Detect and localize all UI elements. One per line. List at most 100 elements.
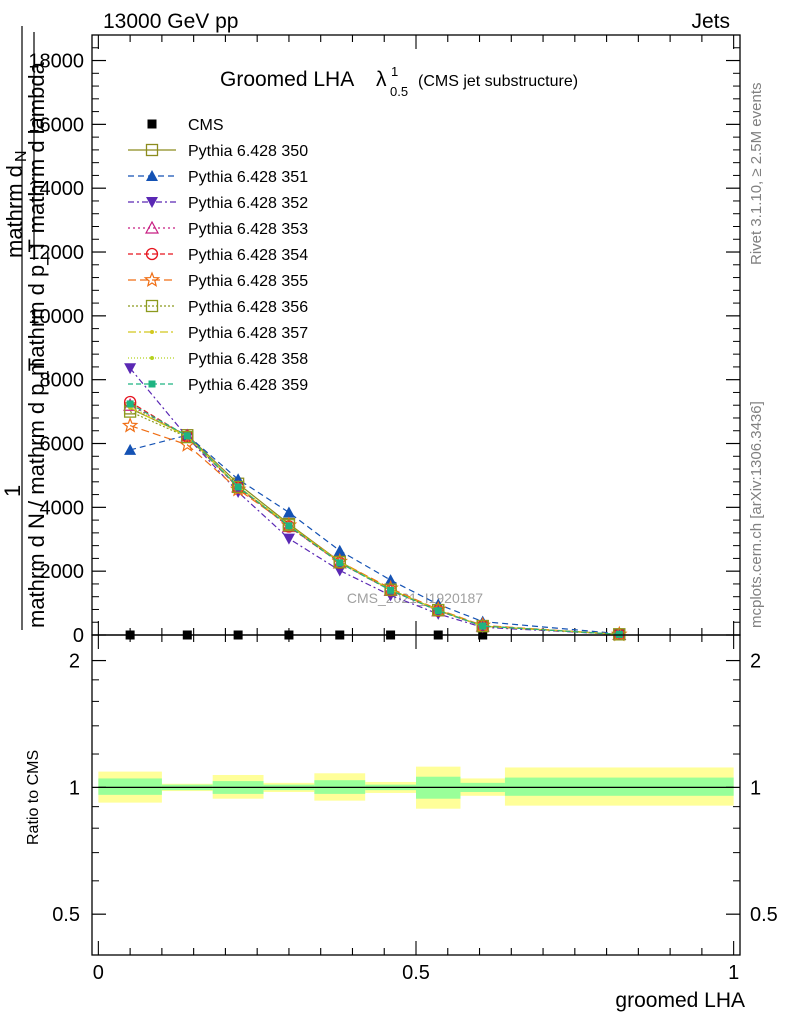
legend-label: CMS [188,117,224,134]
legend-label: Pythia 6.428 351 [188,169,308,186]
ylabel-bottom: mathrm d N / mathrm d p_T [24,358,49,628]
legend-marker [146,197,158,208]
legend-label: Pythia 6.428 358 [188,351,308,368]
legend-marker [150,356,154,360]
title-subscript: 0.5 [390,84,408,99]
legend-item-pythia-6-428-355: Pythia 6.428 355 [128,271,308,290]
legend-item-cms: CMS [147,117,224,134]
ratio-y-tick-label: 1 [69,777,80,799]
data-point [183,432,191,440]
legend-item-pythia-6-428-352: Pythia 6.428 352 [128,195,308,212]
legend-item-pythia-6-428-350: Pythia 6.428 350 [128,143,308,160]
main-y-tick-label: 12000 [28,242,84,264]
data-point [234,483,242,491]
ratio-y-axis: 0.5 0.5 1 1 2 2 [52,651,778,927]
ratio-band-green [98,778,162,795]
legend-item-pythia-6-428-359: Pythia 6.428 359 [128,377,308,394]
main-y-tick-label: 16000 [28,114,84,136]
analysis-watermark: CMS_2021_I1920187 [347,590,483,606]
legend-item-pythia-6-428-351: Pythia 6.428 351 [128,169,308,186]
main-y-tick-label: 10000 [28,306,84,328]
ratio-y-label: Ratio to CMS [25,750,42,845]
series-line [129,367,620,635]
legend-label: Pythia 6.428 353 [188,221,308,238]
data-point [384,574,397,586]
legend-item-pythia-6-428-353: Pythia 6.428 353 [128,220,308,238]
legend-item-pythia-6-428-356: Pythia 6.428 356 [128,299,308,316]
main-y-tick-label: 8000 [40,370,85,392]
x-tick-label: 1 [728,962,739,984]
x-axis-label: groomed LHA [615,989,745,1012]
legend-marker [148,380,156,388]
legend-item-pythia-6-428-354: Pythia 6.428 354 [128,247,308,264]
legend-label: Pythia 6.428 357 [188,325,308,342]
main-y-tick-label: 6000 [40,434,85,456]
main-y-tick-label: 2000 [40,561,85,583]
data-point [282,533,295,545]
data-point [181,430,194,444]
legend-marker [150,330,154,334]
legend-marker [144,220,160,234]
legend-item-pythia-6-428-357: Pythia 6.428 357 [128,325,308,342]
legend-label: Pythia 6.428 355 [188,273,308,290]
header-energy-label: 13000 GeV pp [103,10,238,33]
data-point [336,559,344,567]
legend-label: Pythia 6.428 354 [188,247,308,264]
title-main: Groomed LHA [220,68,354,91]
main-series-layer [121,363,628,642]
legend: CMS Pythia 6.428 350 Pythia 6.428 351 Pythi… [128,117,308,394]
data-point [479,622,487,630]
ratio-y-tick-label-right: 0.5 [750,904,778,926]
series-pythia-6-428-355 [121,416,628,642]
title-lambda: λ [376,68,387,91]
main-x-ticks [97,35,735,635]
data-point [387,586,395,594]
data-point [432,603,445,617]
plot-title: Groomed LHA λ 1 0.5 (CMS jet substructur… [220,64,578,99]
ratio-bands [98,766,734,809]
mcplots-label: mcplots.cern.ch [arXiv:1306.3436] [748,401,765,628]
data-point [434,607,442,615]
data-point [333,544,346,556]
data-point [282,519,296,532]
data-point [126,400,134,408]
data-point [124,443,137,455]
ratio-y-tick-label-right: 2 [750,651,761,673]
ylabel-one: 1 [0,485,25,497]
x-tick-label: 0.5 [402,962,430,984]
data-point [285,522,293,530]
legend-marker [145,143,159,157]
ylabel-top-denominator: mathrm d p_T mathrm d lambda [24,61,49,376]
data-point [121,416,139,433]
legend-marker [146,170,158,181]
legend-label: Pythia 6.428 352 [188,195,308,212]
ratio-y-tick-label: 0.5 [52,904,80,926]
legend-marker [143,271,161,288]
data-point [231,480,245,494]
main-y-tick-label: 0 [73,625,84,647]
title-superscript: 1 [391,64,398,79]
header-jets-label: Jets [691,10,730,33]
data-point [384,583,397,596]
title-extra: (CMS jet substructure) [418,73,578,90]
main-y-tick-label: 4000 [40,497,85,519]
main-y-tick-label: 14000 [28,178,84,200]
main-y-tick-label: 18000 [28,51,84,73]
data-point [124,363,137,375]
data-point [282,506,295,518]
legend-item-pythia-6-428-358: Pythia 6.428 358 [128,351,308,368]
legend-marker [147,119,157,129]
legend-label: Pythia 6.428 359 [188,377,308,394]
legend-marker [145,247,159,261]
ratio-y-tick-label-right: 1 [750,777,761,799]
main-y-axis: 0 2000 4000 6000 8000 10000 12000 14000 16000 180… [28,34,740,647]
ratio-panel: 0.5 0.5 1 1 2 2 0 0.5 1 Ratio to CMS groomed LH… [25,634,778,1012]
ratio-y-tick-label: 2 [69,651,80,673]
legend-label: Pythia 6.428 356 [188,299,308,316]
legend-label: Pythia 6.428 350 [188,143,308,160]
main-y-axis-label: mathrm d N mathrm d p_T mathrm d lambda … [0,26,49,630]
main-panel: 0 2000 4000 6000 8000 10000 12000 14000 16000 180… [28,34,741,647]
ratio-x-axis: 0 0.5 1 [93,635,739,984]
rivet-version-label: Rivet 3.1.10, ≥ 2.5M events [748,83,765,266]
